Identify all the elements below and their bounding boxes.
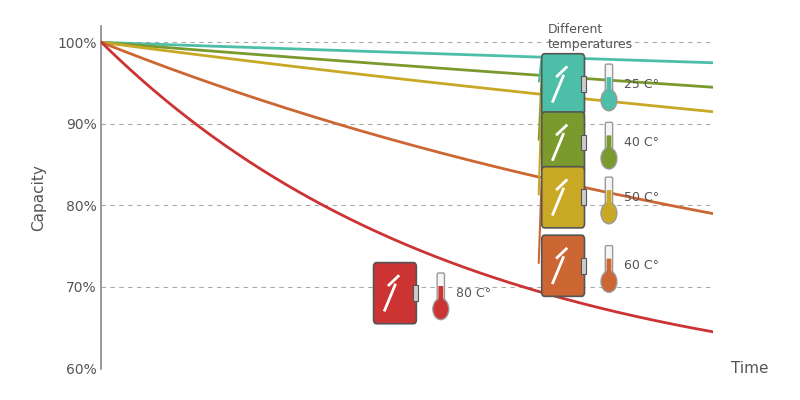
FancyBboxPatch shape xyxy=(606,177,613,215)
Circle shape xyxy=(601,202,617,224)
FancyBboxPatch shape xyxy=(606,246,613,283)
Bar xyxy=(414,285,418,301)
FancyBboxPatch shape xyxy=(438,286,443,309)
FancyBboxPatch shape xyxy=(606,64,613,102)
Circle shape xyxy=(601,90,617,111)
FancyBboxPatch shape xyxy=(374,262,416,324)
Text: 50 C°: 50 C° xyxy=(624,191,659,204)
Bar xyxy=(582,189,586,205)
FancyBboxPatch shape xyxy=(542,112,585,173)
Text: Time: Time xyxy=(731,361,769,376)
Y-axis label: Capacity: Capacity xyxy=(31,164,46,231)
Circle shape xyxy=(601,148,617,169)
Text: 60 C°: 60 C° xyxy=(624,259,659,272)
FancyBboxPatch shape xyxy=(437,273,445,311)
Circle shape xyxy=(601,271,617,292)
Bar xyxy=(582,76,586,92)
Text: 80 C°: 80 C° xyxy=(456,287,491,300)
FancyBboxPatch shape xyxy=(606,77,611,100)
FancyBboxPatch shape xyxy=(606,190,611,213)
FancyBboxPatch shape xyxy=(542,167,585,228)
Text: 40 C°: 40 C° xyxy=(624,136,659,149)
FancyBboxPatch shape xyxy=(606,122,613,160)
Circle shape xyxy=(433,298,449,320)
Bar xyxy=(582,134,586,150)
Bar xyxy=(582,258,586,274)
FancyBboxPatch shape xyxy=(542,235,585,296)
Text: Different
temperatures: Different temperatures xyxy=(548,23,633,51)
FancyBboxPatch shape xyxy=(606,135,611,158)
FancyBboxPatch shape xyxy=(606,258,611,282)
FancyBboxPatch shape xyxy=(542,54,585,115)
Text: 25 C°: 25 C° xyxy=(624,78,659,91)
